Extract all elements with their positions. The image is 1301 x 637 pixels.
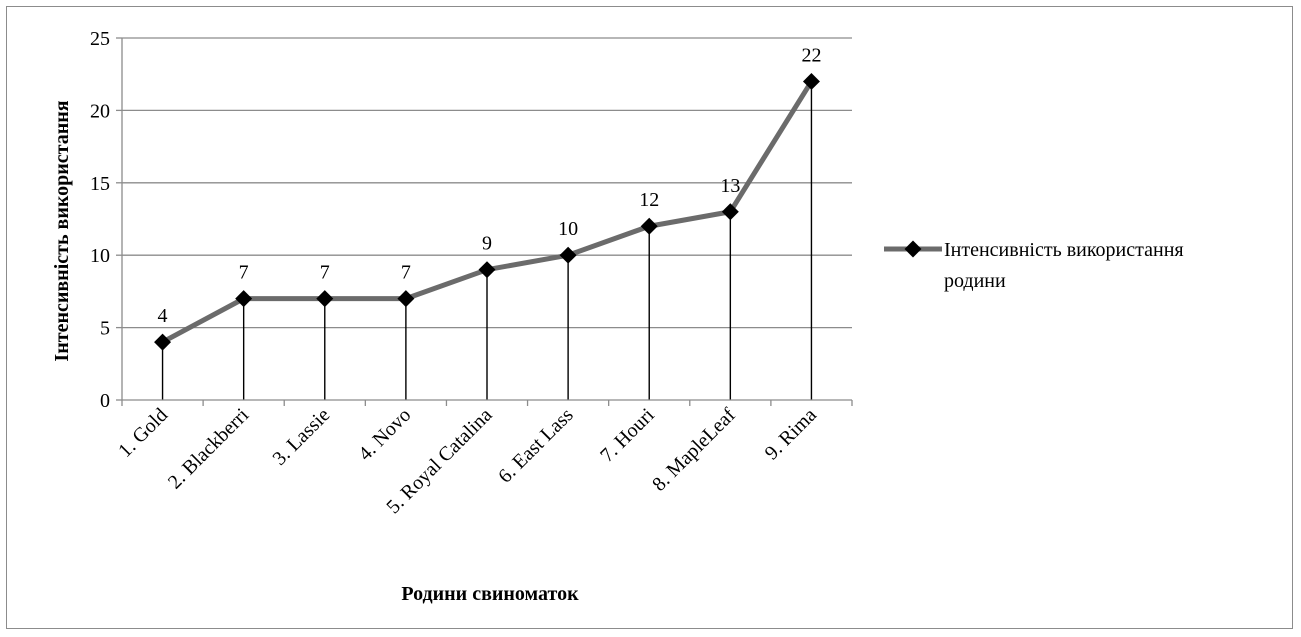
y-tick-labels: 0 5 10 15 20 25	[90, 28, 110, 412]
x-tick-label: 1. Gold	[114, 404, 172, 462]
axes	[116, 37, 853, 406]
y-tick-label: 15	[90, 173, 110, 195]
data-point-marker	[721, 203, 739, 221]
data-label: 7	[320, 262, 330, 284]
data-point-marker	[154, 333, 172, 351]
data-label: 12	[639, 189, 659, 211]
y-tick-label: 25	[90, 28, 110, 50]
data-label: 22	[801, 44, 821, 66]
y-tick-label: 20	[90, 100, 110, 122]
x-tick-label: 6. East Lass	[494, 404, 578, 488]
x-tick-label: 3. Lassie	[268, 404, 334, 470]
data-point-marker	[802, 72, 820, 90]
legend-marker-icon	[904, 240, 922, 258]
x-tick-label: 8. MapleLeaf	[648, 404, 740, 496]
y-axis-title: Інтенсивність використання	[51, 100, 73, 361]
data-label: 7	[401, 262, 411, 284]
data-label: 9	[482, 233, 492, 255]
markers	[154, 72, 820, 351]
data-label: 4	[158, 305, 168, 327]
y-tick-label: 0	[100, 390, 110, 412]
y-tick-label: 5	[100, 318, 110, 340]
x-tick-label: 9. Rima	[761, 404, 821, 464]
chart-frame: 0 5 10 15 20 25 1. Gold 2. Blackberri 3. Lassie…	[6, 6, 1293, 629]
drop-lines	[161, 81, 813, 400]
data-label: 7	[239, 262, 249, 284]
data-label: 13	[720, 175, 740, 197]
legend-label-line-1: Інтенсивність використання	[944, 239, 1184, 261]
data-point-marker	[235, 290, 253, 308]
data-point-marker	[316, 290, 334, 308]
data-point-marker	[397, 290, 415, 308]
data-point-marker	[559, 246, 577, 264]
x-tick-label: 7. Houri	[596, 404, 659, 467]
data-point-marker	[478, 261, 496, 279]
legend-label-line-2: родини	[944, 270, 1006, 292]
data-point-marker	[640, 217, 658, 235]
x-tick-label: 4. Novo	[354, 404, 415, 465]
data-labels: 4 7 7 7 9 10 12 13 22	[158, 44, 822, 327]
y-tick-label: 10	[90, 245, 110, 267]
x-tick-label: 2. Blackberri	[164, 404, 254, 494]
legend: Інтенсивність використання родини	[884, 239, 1184, 292]
data-label: 10	[558, 218, 578, 240]
x-axis-title: Родини свиноматок	[401, 583, 579, 605]
